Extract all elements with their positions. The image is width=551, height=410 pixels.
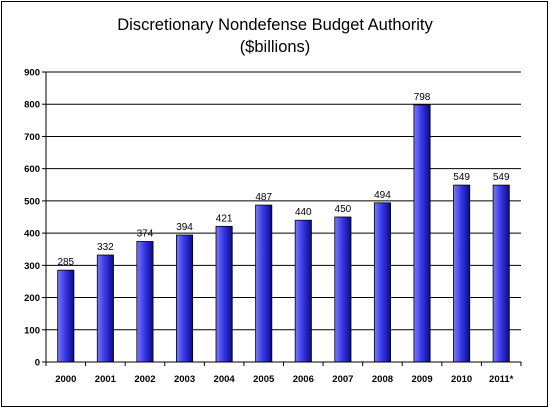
x-tick-label: 2005 [253,374,275,385]
bar [453,184,471,363]
chart-subtitle: ($billions) [240,38,311,56]
bar [176,234,194,363]
bar [373,202,391,363]
data-label: 487 [255,192,272,203]
x-tick-label: 2006 [293,374,314,385]
y-tick-label: 200 [24,293,40,304]
bar [96,254,114,363]
data-label: 332 [97,242,114,253]
x-tick-label: 2009 [411,374,432,385]
data-label: 549 [493,172,510,183]
y-tick-label: 100 [24,325,40,336]
x-tick-label: 2004 [214,374,236,385]
x-tick-label: 2000 [55,374,76,385]
data-label: 421 [216,213,233,224]
x-tick-label: 2010 [451,374,472,385]
y-tick-label: 800 [24,100,40,111]
bar [255,204,273,363]
data-label: 374 [137,228,154,239]
bar [136,241,154,363]
data-label: 440 [295,207,312,218]
y-tick-label: 400 [24,229,40,240]
bar [294,219,312,363]
x-tick-label: 2003 [174,374,195,385]
bar [492,184,510,363]
x-tick-label: 2007 [332,374,353,385]
y-tick-label: 500 [24,196,40,207]
y-tick-label: 300 [24,261,40,272]
x-tick-label: 2011* [489,374,514,385]
x-tick-label: 2002 [134,374,155,385]
y-tick-label: 900 [24,68,40,79]
data-label: 450 [335,204,352,215]
y-tick-label: 600 [24,164,40,175]
data-label: 394 [176,222,193,233]
y-tick-label: 0 [35,358,40,369]
data-labels: 285 332 374 394 421 487 440 450 494 798 549 549 [57,92,510,268]
data-label: 494 [374,190,391,201]
data-label: 798 [414,92,431,103]
chart-title: Discretionary Nondefense Budget Authorit… [117,16,433,34]
axes: 0 100 200 300 400 500 600 700 800 900 2000 2001 2002… [24,68,522,385]
data-label: 285 [57,257,74,268]
bars [57,104,510,363]
bar [334,216,352,363]
x-tick-label: 2001 [95,374,117,385]
x-tick-label: 2008 [372,374,393,385]
bar [57,269,75,363]
gridlines [46,71,521,331]
bar [413,104,431,363]
bar [215,225,233,363]
y-tick-label: 700 [24,132,40,143]
data-label: 549 [453,172,470,183]
